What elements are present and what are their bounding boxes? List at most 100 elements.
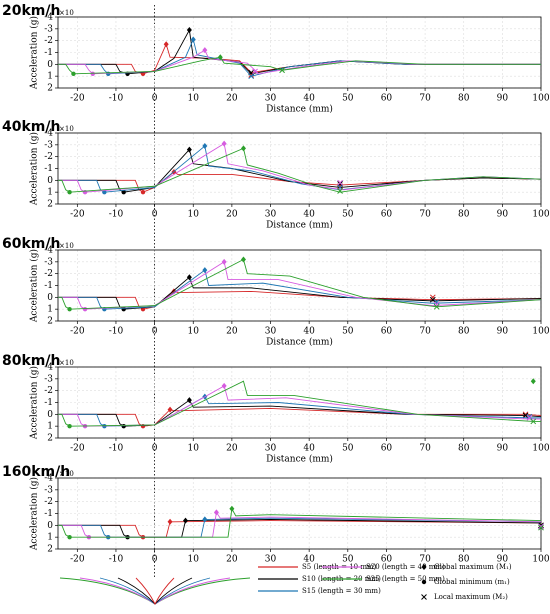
x-tick-label: 90 (497, 444, 509, 454)
local-max-marker (248, 73, 255, 80)
x-tick-label: -10 (109, 94, 124, 104)
y-axis-label: Acceleration (g) (29, 477, 40, 551)
x-tick-label: 0 (152, 327, 158, 337)
x-tick-label: 60 (381, 444, 393, 454)
y-axis-label: Acceleration (g) (29, 366, 40, 440)
x-tick-label: 30 (265, 444, 277, 454)
panel-title: 40km/h (2, 119, 60, 135)
y-tick-label: 0 (47, 293, 53, 303)
series-line (58, 385, 541, 427)
y-tick-label: 1 (47, 188, 53, 198)
x-tick-label: 60 (381, 555, 393, 565)
y-tick-label: -4 (44, 474, 53, 484)
x-tick-label: 90 (497, 555, 509, 565)
x-tick-label: 40 (303, 327, 315, 337)
x-tick-label: 50 (342, 327, 354, 337)
plot-frame (57, 366, 542, 439)
global-max-marker (186, 274, 192, 281)
legend-marker-label: Global minimum (m₁) (434, 578, 510, 586)
x-tick-label: 50 (342, 444, 354, 454)
y-axis-label: Acceleration (g) (29, 132, 40, 206)
local-max-marker (279, 67, 285, 74)
panel-title: 60km/h (2, 236, 60, 252)
x-tick-label: 40 (303, 444, 315, 454)
x-tick-label: 70 (419, 210, 431, 220)
global-max-marker (530, 378, 536, 385)
x-tick-label: -10 (109, 555, 124, 565)
x-tick-label: -20 (70, 444, 85, 454)
x-tick-label: 20 (226, 210, 238, 220)
y-tick-label: 0 (47, 176, 53, 186)
panel-title: 160km/h (2, 464, 70, 480)
local-max-marker (522, 412, 529, 419)
axis-multiplier: ×10 (59, 9, 74, 17)
x-tick-label: 10 (188, 444, 200, 454)
x-tick-label: 80 (458, 94, 470, 104)
x-tick-label: 100 (532, 327, 549, 337)
plot-frame (57, 477, 542, 550)
x-tick-label: -10 (109, 444, 124, 454)
local-max-marker (433, 303, 440, 310)
x-tick-label: -20 (70, 210, 85, 220)
y-tick-label: 2 (47, 434, 53, 444)
local-max-marker (526, 413, 533, 420)
y-tick-label: -2 (44, 269, 53, 279)
y-tick-label: -2 (44, 497, 53, 507)
series-line (58, 518, 542, 538)
global-max-marker (167, 406, 173, 413)
panel-title: 80km/h (2, 353, 60, 369)
x-tick-label: 100 (532, 210, 549, 220)
global-max-marker (186, 27, 192, 34)
legend-max-icon (421, 564, 427, 570)
y-tick-label: -4 (44, 13, 53, 23)
y-tick-label: -4 (44, 246, 53, 256)
x-tick-label: 70 (419, 555, 431, 565)
global-max-marker (202, 267, 208, 274)
axis-multiplier: ×10 (59, 470, 74, 478)
x-axis-label: Distance (mm) (266, 220, 333, 231)
y-tick-label: -2 (44, 36, 53, 46)
series-line (58, 511, 542, 538)
local-max-marker (538, 524, 544, 531)
series-line (58, 148, 542, 193)
global-min-marker (67, 534, 72, 540)
x-tick-label: 20 (226, 94, 238, 104)
y-tick-label: 2 (47, 200, 53, 210)
y-tick-label: 2 (47, 545, 53, 555)
global-min-marker (67, 423, 72, 429)
x-tick-label: 100 (532, 444, 549, 454)
local-max-marker (252, 68, 258, 75)
global-min-marker (140, 189, 146, 195)
x-tick-label: 90 (497, 210, 509, 220)
global-max-marker (183, 517, 189, 524)
x-tick-label: 100 (532, 555, 549, 565)
x-axis-label: Distance (mm) (266, 337, 333, 348)
local-max-marker (429, 296, 436, 303)
x-tick-label: 30 (265, 327, 277, 337)
x-axis-label: Distance (mm) (266, 454, 333, 465)
y-tick-label: 1 (47, 72, 53, 82)
global-min-marker (67, 189, 72, 195)
legend-label: S25 (length = 50 mm) (366, 575, 445, 583)
x-tick-label: -20 (70, 555, 85, 565)
global-min-marker (121, 189, 126, 195)
y-tick-label: 2 (47, 84, 53, 94)
x-tick-label: 0 (152, 94, 158, 104)
x-tick-label: 70 (419, 327, 431, 337)
series-line (58, 380, 541, 427)
x-tick-label: 80 (458, 327, 470, 337)
y-tick-label: -1 (44, 164, 53, 174)
global-max-marker (240, 256, 246, 263)
x-tick-label: -20 (70, 94, 85, 104)
x-tick-label: 10 (188, 555, 200, 565)
x-tick-label: 0 (152, 444, 158, 454)
y-tick-label: -4 (44, 363, 53, 373)
y-tick-label: -3 (44, 374, 53, 384)
x-tick-label: 40 (303, 210, 315, 220)
global-max-marker (202, 47, 208, 54)
y-tick-label: -1 (44, 281, 53, 291)
global-min-marker (82, 306, 88, 312)
x-tick-label: 60 (381, 94, 393, 104)
